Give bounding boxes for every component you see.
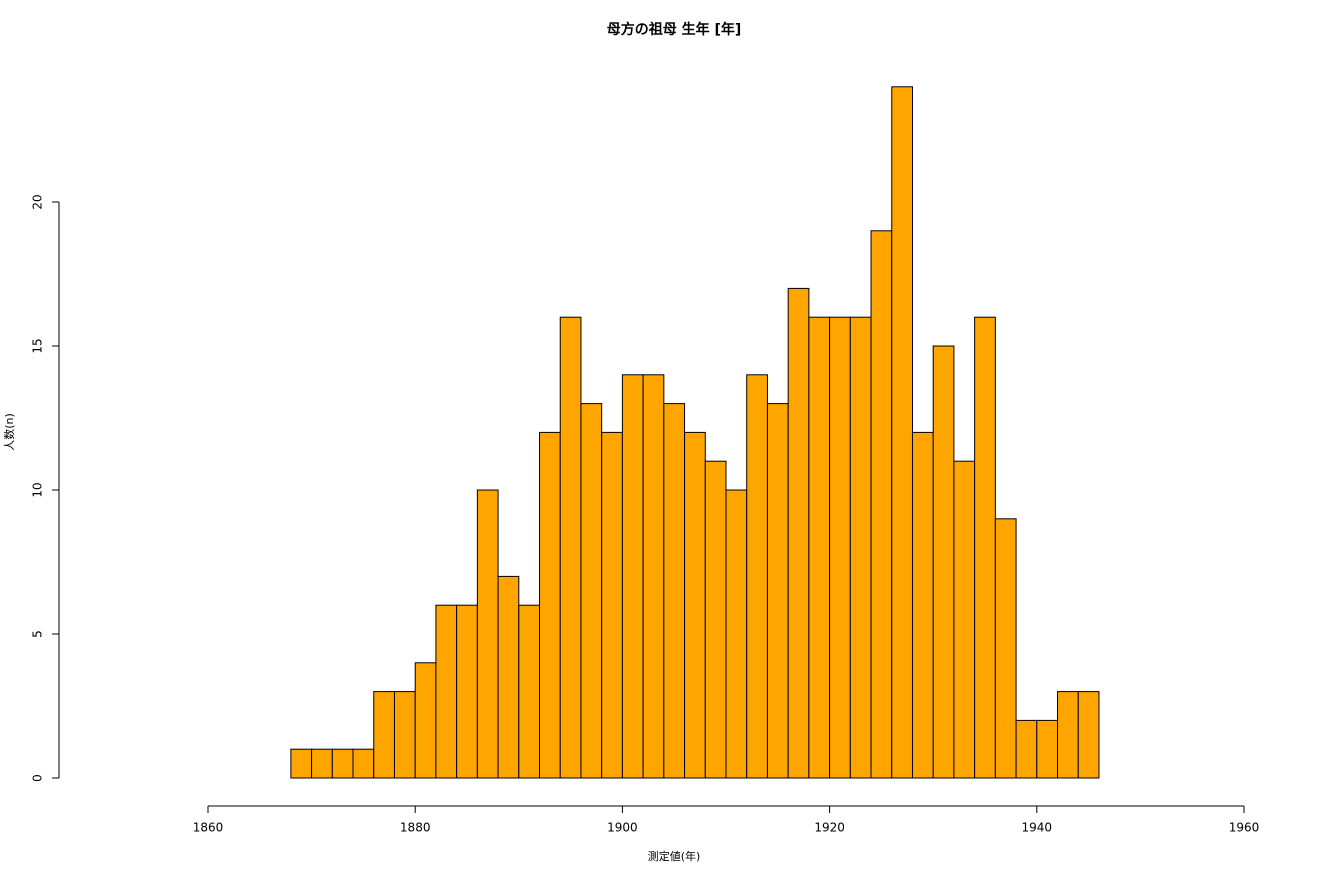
- x-tick-label: 1960: [1229, 821, 1260, 835]
- x-tick-label: 1920: [814, 821, 845, 835]
- x-tick-label: 1880: [400, 821, 431, 835]
- bar: [311, 748, 333, 779]
- bar: [953, 460, 976, 779]
- bar: [1077, 691, 1100, 779]
- bar: [1036, 719, 1059, 779]
- bar: [352, 748, 375, 779]
- y-tick-label: 15: [31, 338, 45, 353]
- x-tick-label: 1900: [607, 821, 638, 835]
- y-tick-label: 10: [31, 482, 45, 497]
- bar: [746, 374, 768, 779]
- bar: [290, 748, 313, 779]
- bar: [497, 575, 520, 779]
- bar: [870, 230, 893, 779]
- bar: [539, 431, 561, 779]
- bar: [684, 431, 706, 779]
- bar: [476, 489, 499, 779]
- bar: [932, 345, 955, 779]
- y-tick-label: 5: [31, 630, 45, 638]
- bar: [849, 316, 872, 779]
- bar: [766, 403, 789, 779]
- bar: [663, 403, 686, 779]
- bar: [704, 460, 727, 779]
- bar: [373, 691, 395, 779]
- chart-title: 母方の祖母 生年 [年]: [607, 21, 742, 38]
- bar: [1015, 719, 1038, 779]
- bar: [580, 403, 603, 779]
- bar: [331, 748, 354, 779]
- bar: [891, 86, 913, 779]
- bar: [994, 518, 1017, 779]
- bar: [559, 316, 582, 779]
- bar: [911, 431, 934, 779]
- x-tick-label: 1940: [1022, 821, 1053, 835]
- bar: [621, 374, 644, 779]
- bar: [974, 316, 996, 779]
- y-tick-label: 20: [31, 194, 45, 209]
- bar: [393, 691, 416, 779]
- bar: [435, 604, 458, 779]
- y-axis-label: 人数(n): [3, 413, 16, 451]
- bar: [808, 316, 831, 779]
- bar: [787, 287, 810, 779]
- bar: [456, 604, 478, 779]
- bar: [642, 374, 665, 779]
- bar: [829, 316, 851, 779]
- bar: [1057, 691, 1079, 779]
- x-tick-label: 1860: [193, 821, 224, 835]
- x-axis-label: 測定値(年): [648, 849, 701, 863]
- y-tick-label: 0: [31, 774, 45, 782]
- bar: [414, 662, 437, 779]
- bar: [518, 604, 541, 779]
- bar: [725, 489, 748, 779]
- bar: [601, 431, 623, 779]
